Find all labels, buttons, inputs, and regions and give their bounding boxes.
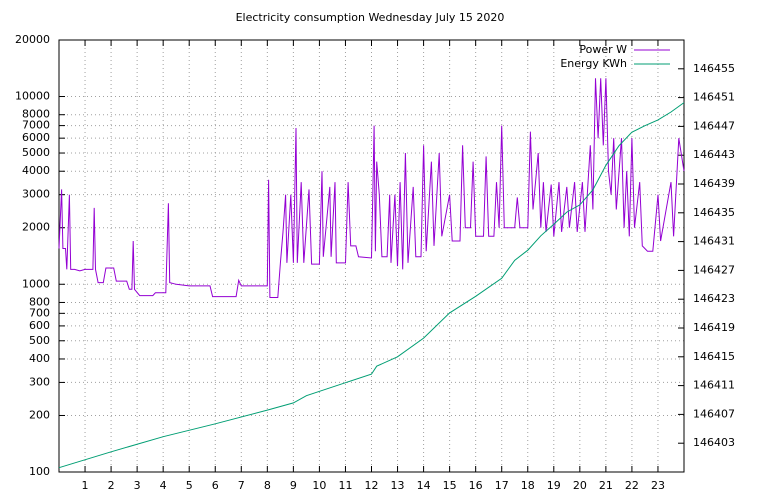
y2-tick-label: 146447 bbox=[693, 119, 735, 132]
y2-tick-label: 146455 bbox=[693, 62, 735, 75]
x-tick-label: 18 bbox=[521, 479, 535, 492]
x-tick-label: 19 bbox=[547, 479, 561, 492]
y2-tick-label: 146427 bbox=[693, 263, 735, 276]
chart-title: Electricity consumption Wednesday July 1… bbox=[236, 11, 505, 24]
y-tick-label: 6000 bbox=[22, 131, 50, 144]
series-line bbox=[58, 102, 685, 469]
y-tick-label: 500 bbox=[29, 334, 50, 347]
y-tick-label: 1000 bbox=[22, 277, 50, 290]
y-tick-label: 100 bbox=[29, 465, 50, 478]
plot-border bbox=[58, 39, 685, 473]
x-tick-label: 12 bbox=[365, 479, 379, 492]
series-line bbox=[58, 78, 685, 298]
legend-label: Energy KWh bbox=[560, 57, 627, 70]
y-tick-label: 20000 bbox=[15, 33, 50, 46]
y2-tick-label: 146423 bbox=[693, 292, 735, 305]
x-tick-label: 1 bbox=[82, 479, 89, 492]
y-tick-label: 5000 bbox=[22, 146, 50, 159]
y-tick-label: 4000 bbox=[22, 164, 50, 177]
y-tick-label: 400 bbox=[29, 352, 50, 365]
x-tick-label: 4 bbox=[160, 479, 167, 492]
y-tick-label: 200 bbox=[29, 408, 50, 421]
y-tick-label: 10000 bbox=[15, 90, 50, 103]
y-tick-label: 700 bbox=[29, 306, 50, 319]
x-tick-label: 9 bbox=[290, 479, 297, 492]
x-tick-label: 6 bbox=[212, 479, 219, 492]
x-tick-label: 13 bbox=[391, 479, 405, 492]
x-tick-label: 22 bbox=[625, 479, 639, 492]
y2-tick-label: 146443 bbox=[693, 148, 735, 161]
x-tick-label: 17 bbox=[495, 479, 509, 492]
y2-tick-label: 146435 bbox=[693, 206, 735, 219]
legend-label: Power W bbox=[579, 43, 627, 56]
y-tick-label: 3000 bbox=[22, 188, 50, 201]
y2-tick-label: 146451 bbox=[693, 91, 735, 104]
y-tick-label: 2000 bbox=[22, 221, 50, 234]
x-tick-label: 15 bbox=[443, 479, 457, 492]
x-tick-label: 2 bbox=[108, 479, 115, 492]
x-tick-label: 3 bbox=[134, 479, 141, 492]
x-tick-label: 8 bbox=[264, 479, 271, 492]
x-tick-label: 20 bbox=[573, 479, 587, 492]
x-tick-label: 7 bbox=[238, 479, 245, 492]
y2-tick-label: 146419 bbox=[693, 321, 735, 334]
x-tick-label: 23 bbox=[651, 479, 665, 492]
y-tick-label: 300 bbox=[29, 375, 50, 388]
y-tick-label: 7000 bbox=[22, 119, 50, 132]
y-tick-label: 8000 bbox=[22, 108, 50, 121]
y-tick-label: 800 bbox=[29, 295, 50, 308]
x-tick-label: 14 bbox=[417, 479, 431, 492]
y2-tick-label: 146439 bbox=[693, 177, 735, 190]
x-tick-label: 16 bbox=[469, 479, 483, 492]
y2-tick-label: 146403 bbox=[693, 436, 735, 449]
y2-tick-label: 146431 bbox=[693, 235, 735, 248]
y2-tick-label: 146415 bbox=[693, 350, 735, 363]
y2-tick-label: 146407 bbox=[693, 407, 735, 420]
x-tick-label: 10 bbox=[312, 479, 326, 492]
x-tick-label: 21 bbox=[599, 479, 613, 492]
x-tick-label: 5 bbox=[186, 479, 193, 492]
x-tick-label: 11 bbox=[338, 479, 352, 492]
y2-tick-label: 146411 bbox=[693, 379, 735, 392]
y-tick-label: 600 bbox=[29, 319, 50, 332]
